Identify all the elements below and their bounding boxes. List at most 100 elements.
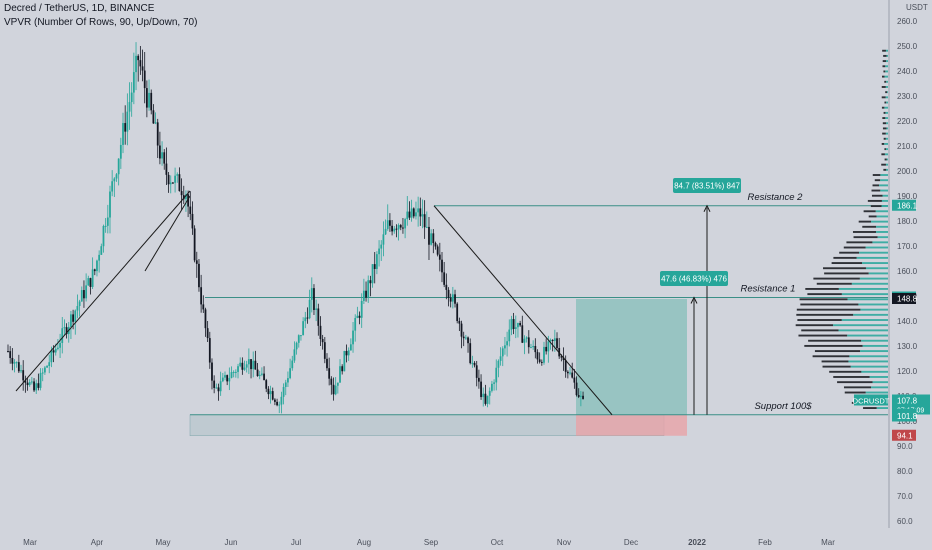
candle-body [41,372,44,374]
candle-body [352,330,354,345]
candle-body [538,359,541,362]
volume-row-down [796,313,854,316]
candle-body [289,368,291,379]
candle-body [556,338,558,349]
volume-row-up [833,324,888,327]
price-tick-label: 170.0 [897,242,918,251]
volume-row-down [862,225,877,228]
candle-body [369,280,372,284]
volume-row-down [882,132,886,135]
candle-body [393,228,396,232]
candle-body [189,206,192,214]
candle-body [404,219,407,229]
candle-body [211,362,213,381]
candle-body [43,367,46,373]
volume-row-down [884,80,887,83]
candle-body [475,365,478,378]
volume-row-down [839,251,860,254]
volume-row-down [796,308,861,311]
volume-row-up [861,339,888,342]
price-label-text: 101.8 [897,412,918,421]
volume-row-up [841,319,888,321]
volume-row-down [853,236,878,239]
candle-body [560,356,563,358]
volume-row-down [798,334,848,337]
candle-body [467,337,469,344]
candle-body [391,225,393,232]
volume-row-down [872,174,881,176]
candle-body [291,360,294,369]
candle-body [187,194,190,207]
volume-row-down [812,355,850,358]
candle-body [154,122,157,124]
time-tick-label: Dec [624,538,638,547]
candle-body [260,373,263,375]
candle-body [195,260,198,264]
candle-body [549,339,552,342]
volume-row-up [876,225,888,228]
candle-body [323,342,326,359]
volume-row-down [846,241,873,244]
candle-body [310,288,313,300]
volume-row-down [823,267,866,270]
position-stop-zone [576,414,687,436]
candle-body [564,360,567,372]
volume-row-down [822,365,851,368]
candle-body [252,360,255,370]
candle-body [464,337,467,339]
time-tick-label: May [155,538,170,547]
candle-body [200,287,203,305]
candle-body [499,356,502,361]
measure-badge [660,271,728,286]
candle-body [308,299,311,319]
volume-row-up [851,282,888,285]
volume-row-down [805,287,839,290]
volume-row-down [883,137,886,140]
time-tick-label: Mar [821,538,835,547]
candle-body [106,217,109,226]
candle-body [33,381,35,391]
candle-body [26,382,29,386]
volume-row-down [837,381,873,384]
candle-body [59,342,61,348]
candle-body [174,175,176,183]
candle-body [386,220,389,229]
time-tick-label: Jun [225,538,238,547]
volume-row-down [799,298,848,301]
candle-body [284,382,287,387]
volume-row-up [887,91,888,94]
volume-row-up [885,132,888,135]
candle-body [221,377,224,382]
candle-body [454,294,456,304]
candle-body [300,335,302,337]
candle-body [282,386,285,397]
volume-row-down [824,272,869,275]
candle-body [276,401,278,406]
candle-body [254,360,257,370]
price-tick-label: 230.0 [897,92,918,101]
candle-body [415,212,417,217]
time-tick-label: Nov [557,538,571,547]
candle-body [395,228,398,230]
candle-body [224,375,226,378]
axis-unit-label: USDT [906,3,928,12]
candle-body [547,341,550,352]
candle-body [297,335,300,343]
volume-row-down [881,96,886,99]
candle-body [571,372,574,378]
candle-body [182,195,185,200]
candle-body [148,92,150,108]
volume-row-up [849,355,888,358]
candle-body [152,110,155,124]
candle-body [449,297,452,302]
candle-body [13,362,16,364]
candle-body [332,384,335,395]
candle-body [473,362,476,366]
volume-row-down [881,106,885,109]
candle-body [48,362,51,366]
candle-body [434,243,437,247]
time-tick-label: Apr [91,538,104,547]
volume-row-up [848,360,888,363]
candle-body [389,220,391,226]
